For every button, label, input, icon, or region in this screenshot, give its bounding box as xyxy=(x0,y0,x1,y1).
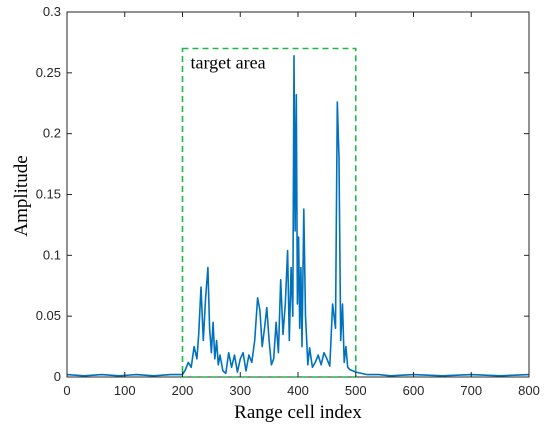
y-tick-label: 0.15 xyxy=(36,187,61,202)
x-tick-label: 100 xyxy=(114,383,136,398)
y-tick-label: 0.2 xyxy=(43,126,61,141)
x-tick-label: 700 xyxy=(460,383,482,398)
y-axis-label: Amplitude xyxy=(11,155,32,236)
x-tick-label: 600 xyxy=(403,383,425,398)
axes-box xyxy=(66,11,530,378)
x-tick-label: 400 xyxy=(287,383,309,398)
amplitude-series-line xyxy=(66,54,530,377)
x-axis-label: Range cell index xyxy=(234,402,362,423)
target-area-box xyxy=(181,47,357,378)
y-tick-label: 0.1 xyxy=(43,247,61,262)
target-area-label: target area xyxy=(191,53,266,73)
y-axis-ticks: 0 0.05 0.1 0.15 0.2 0.25 0.3 xyxy=(36,4,529,384)
plot-area: target area xyxy=(66,11,530,378)
x-tick-label: 200 xyxy=(172,383,194,398)
x-axis-ticks: 0 100 200 300 400 500 600 700 800 xyxy=(63,12,540,398)
y-tick-label: 0.25 xyxy=(36,65,61,80)
x-tick-label: 800 xyxy=(518,383,540,398)
x-tick-label: 300 xyxy=(229,383,251,398)
x-tick-label: 0 xyxy=(63,383,70,398)
y-tick-label: 0 xyxy=(54,369,61,384)
x-tick-label: 500 xyxy=(345,383,367,398)
y-tick-label: 0.05 xyxy=(36,308,61,323)
y-tick-label: 0.3 xyxy=(43,4,61,19)
